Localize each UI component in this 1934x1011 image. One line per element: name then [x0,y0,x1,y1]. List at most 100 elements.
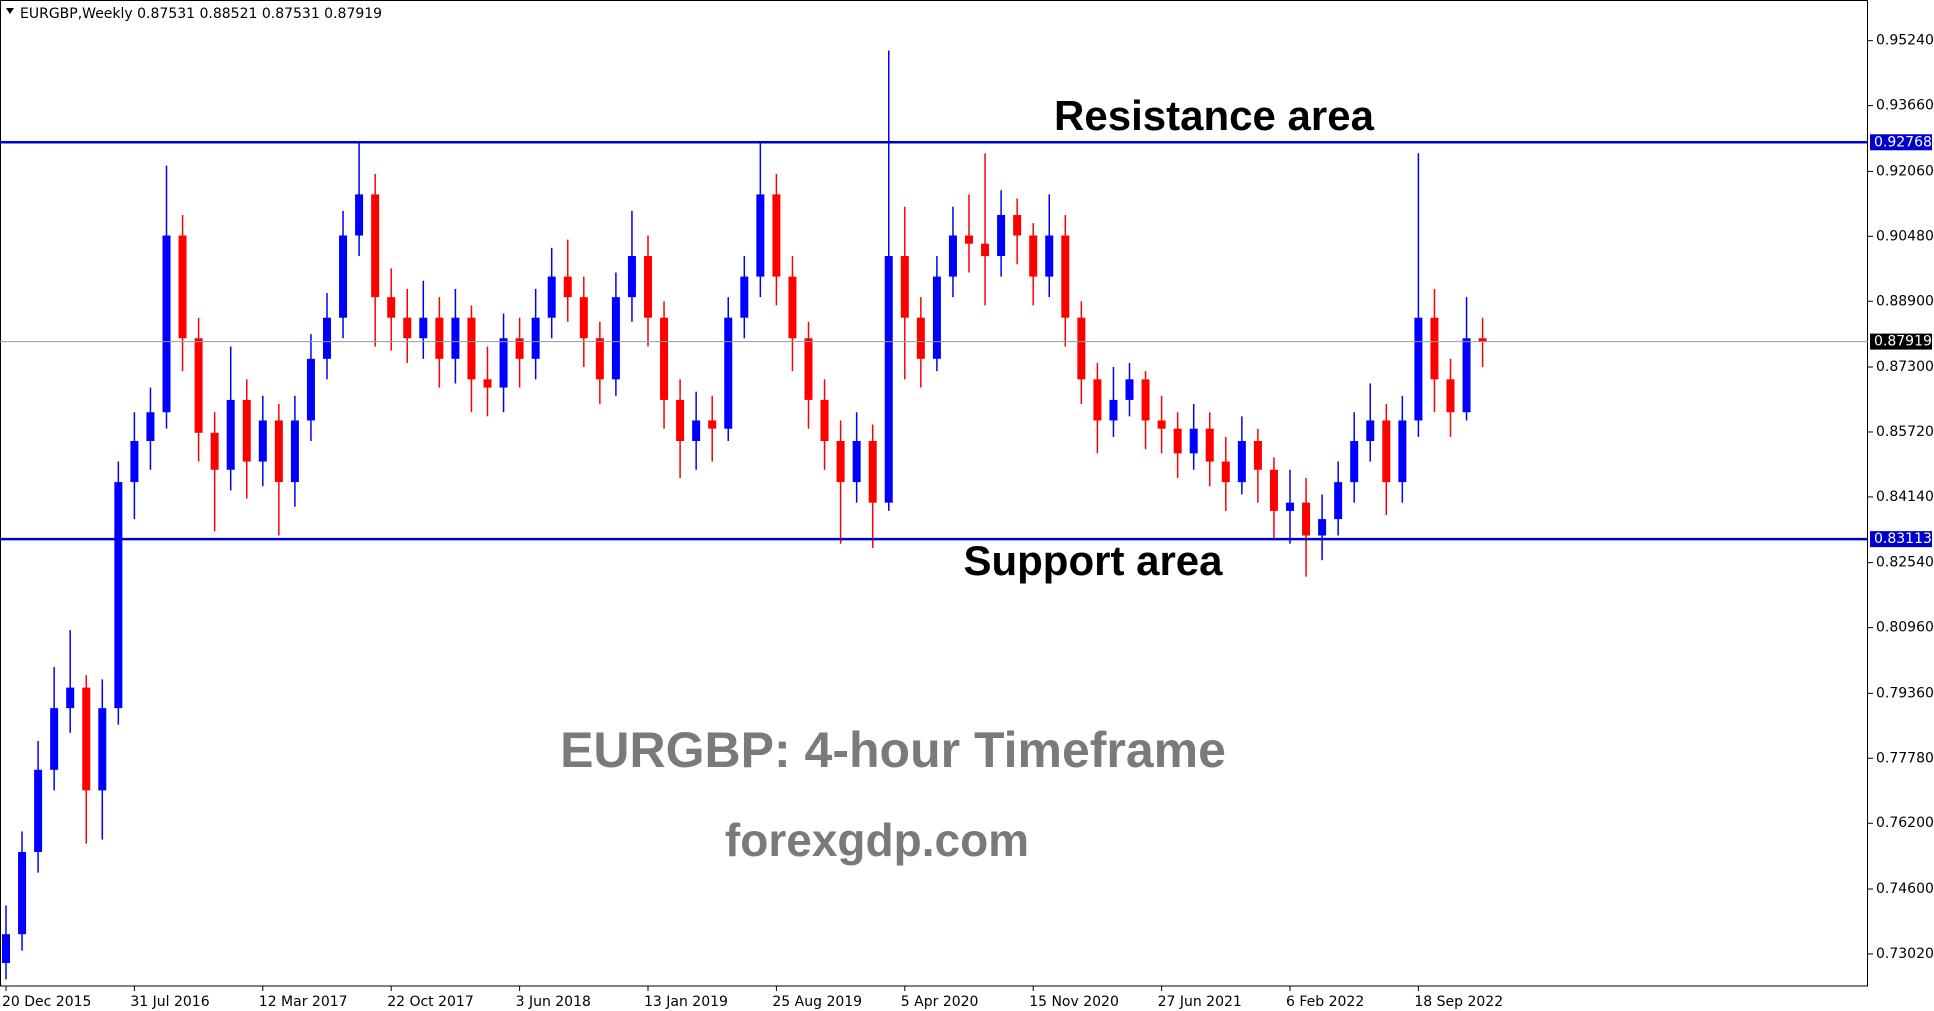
candle-body [1045,235,1054,277]
candle-body [1446,379,1455,413]
candle-body [419,317,428,339]
y-tick-label: 0.77780 [1876,750,1934,766]
candle-body [1077,317,1086,380]
candle-body [1318,519,1327,536]
candle-body [1061,235,1070,318]
candle-body [948,235,957,277]
plot-frame [0,0,1868,987]
candle-body [371,194,380,298]
candle-body [1029,235,1038,277]
candle-body [1286,502,1294,511]
y-tick-label: 0.87300 [1876,359,1934,375]
candle-body [1414,317,1423,421]
candle-body [98,708,107,791]
x-tick-label: 31 Jul 2016 [130,994,209,1010]
candle-body [1382,420,1391,483]
candle-body [772,194,781,277]
candle-body [627,256,636,298]
candle-body [499,338,508,388]
candle-body [1398,420,1407,483]
y-tick-label: 0.88900 [1876,293,1934,309]
candle-body [1093,379,1102,421]
candle-body [403,317,412,339]
x-tick-label: 18 Sep 2022 [1414,994,1503,1010]
candle-body [162,235,171,413]
y-tick-label: 0.90480 [1876,228,1934,244]
x-tick-label: 12 Mar 2017 [259,994,348,1010]
chart-title: EURGBP,Weekly 0.87531 0.88521 0.87531 0.… [20,6,382,22]
candle-body [1109,399,1118,421]
candle-body [547,276,556,318]
x-tick-label: 6 Feb 2022 [1286,994,1364,1010]
candle-body [852,441,861,483]
x-tick-label: 22 Oct 2017 [387,994,474,1010]
candle-body [1205,428,1214,462]
x-tick-label: 3 Jun 2018 [516,994,591,1010]
candle-body [836,441,845,483]
candle-body [146,412,155,442]
price-label-box [1870,333,1932,350]
candle-body [884,256,893,503]
candle-body [644,256,652,318]
y-tick-label: 0.95240 [1876,33,1934,49]
candle-body [788,276,797,339]
y-tick-label: 0.82540 [1876,555,1934,571]
candle-body [387,297,396,318]
y-tick-label: 0.80960 [1876,620,1934,636]
candle-body [467,317,476,380]
candle-body [676,399,685,442]
candle-body [932,276,941,359]
candle-body [483,379,492,388]
candle-body [515,338,524,359]
candle-body [178,235,187,339]
candle-body [50,708,59,770]
candle-body [2,934,10,963]
x-tick-label: 25 Aug 2019 [772,994,862,1010]
candle-body [756,194,765,277]
price-label-box [1870,134,1932,151]
annotation: Support area [963,537,1223,584]
candle-body [1478,338,1487,342]
candle-body [1302,502,1311,536]
y-tick-label: 0.76200 [1876,815,1934,831]
candle-body [997,214,1006,257]
candle-body [18,852,27,935]
x-tick-label: 15 Nov 2020 [1029,994,1119,1010]
candle-body [290,420,299,483]
candle-body [1237,441,1246,483]
candle-body [1350,441,1359,483]
candle-body [820,399,829,442]
candle-body [323,317,331,359]
candle-body [563,276,572,298]
price-label: 0.83113 [1874,531,1932,547]
candle-body [1269,469,1278,511]
candle-body [724,317,733,429]
x-tick-label: 27 Jun 2021 [1158,994,1242,1010]
candle-body [130,441,139,483]
x-tick-label: 20 Dec 2015 [2,994,91,1010]
annotation: Resistance area [1054,92,1375,139]
candle-body [1157,420,1166,429]
candle-body [1334,482,1343,520]
price-label: 0.92768 [1874,134,1932,150]
candle-body [1125,379,1134,400]
candle-body [34,769,43,853]
candles [2,50,1487,980]
candle-body [226,399,235,470]
price-label-box [1870,531,1932,548]
candle-body [339,235,348,318]
candle-body [258,420,267,462]
candle-body [1366,420,1375,442]
candle-body [1141,379,1150,421]
candle-body [1430,317,1439,380]
candle-body [114,482,123,709]
x-tick-label: 13 Jan 2019 [644,994,728,1010]
candle-body [435,317,444,359]
price-label: 0.87919 [1874,334,1932,350]
candle-body [66,687,75,709]
candle-body [531,317,540,359]
candle-body [611,297,620,380]
